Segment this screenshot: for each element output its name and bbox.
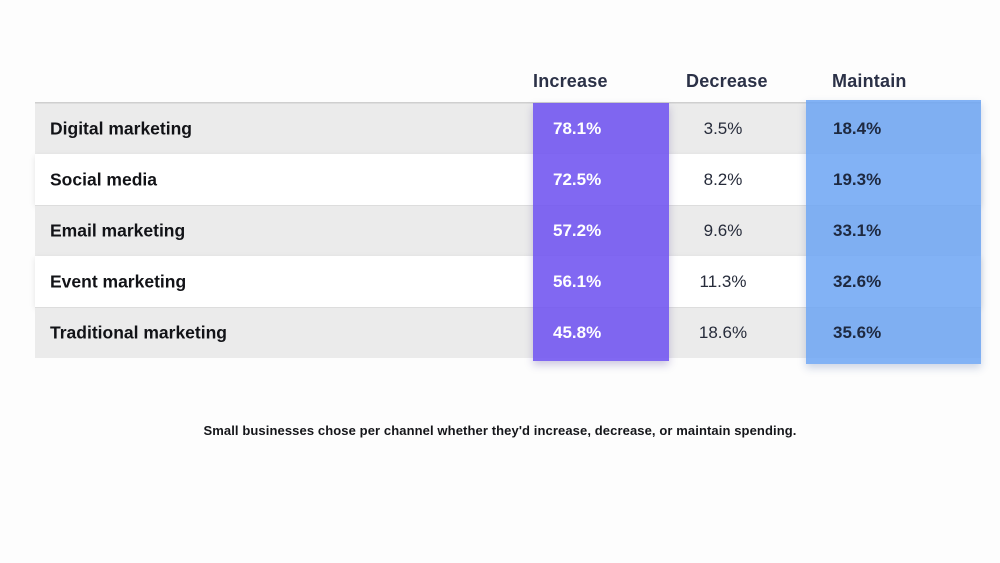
increase-value: 78.1% xyxy=(553,118,602,138)
spending-table: Digital marketing 78.1% 3.5% 18.4% Socia… xyxy=(35,100,981,364)
column-header-increase: Increase xyxy=(533,71,608,91)
row-label-email-marketing: Email marketing xyxy=(50,220,186,240)
decrease-value: 11.3% xyxy=(699,271,747,291)
row-label-traditional-marketing: Traditional marketing xyxy=(50,322,227,342)
row-label-event-marketing: Event marketing xyxy=(50,271,187,291)
row-label-social-media: Social media xyxy=(50,169,157,189)
decrease-value: 18.6% xyxy=(698,322,748,342)
maintain-value: 32.6% xyxy=(833,271,882,291)
column-header-decrease: Decrease xyxy=(686,71,768,91)
row-label-digital-marketing: Digital marketing xyxy=(50,118,192,138)
increase-value: 56.1% xyxy=(553,271,602,291)
increase-value: 72.5% xyxy=(553,169,602,189)
maintain-value: 18.4% xyxy=(833,118,882,138)
column-header-maintain: Maintain xyxy=(832,71,907,91)
chart-caption: Small businesses chose per channel wheth… xyxy=(203,423,797,438)
increase-column-highlight-band xyxy=(533,103,669,361)
increase-value: 45.8% xyxy=(553,322,602,342)
decrease-value: 3.5% xyxy=(703,118,743,138)
decrease-value: 9.6% xyxy=(703,220,743,240)
maintain-value: 19.3% xyxy=(833,169,882,189)
decrease-value: 8.2% xyxy=(703,169,743,189)
increase-value: 57.2% xyxy=(553,220,602,240)
maintain-column-highlight-band xyxy=(806,100,981,364)
maintain-value: 35.6% xyxy=(833,322,882,342)
maintain-value: 33.1% xyxy=(833,220,882,240)
